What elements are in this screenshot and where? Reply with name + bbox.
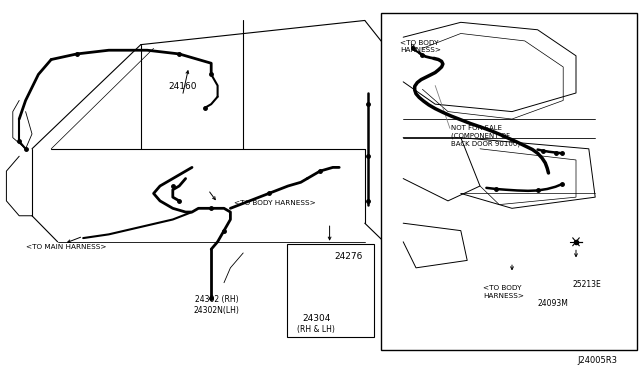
Text: (RH & LH): (RH & LH): [296, 325, 335, 334]
Text: <TO BODY HARNESS>: <TO BODY HARNESS>: [234, 200, 316, 206]
Text: NOT FOR SALE
(COMPONENT OF
BACK DOOR 90100): NOT FOR SALE (COMPONENT OF BACK DOOR 901…: [451, 125, 520, 147]
Text: 24276: 24276: [335, 252, 363, 261]
Text: 24304: 24304: [303, 314, 331, 323]
Bar: [287, 244, 374, 337]
Text: 24160: 24160: [168, 82, 196, 91]
Text: 24302N(LH): 24302N(LH): [194, 306, 240, 315]
Text: 25213E: 25213E: [573, 280, 602, 289]
Text: J24005R3: J24005R3: [578, 356, 618, 365]
Text: <TO BODY
HARNESS>: <TO BODY HARNESS>: [400, 40, 441, 53]
Text: <TO BODY
HARNESS>: <TO BODY HARNESS>: [483, 285, 524, 299]
Bar: [381, 13, 637, 350]
Text: 24302 (RH): 24302 (RH): [195, 295, 239, 304]
Text: <TO MAIN HARNESS>: <TO MAIN HARNESS>: [26, 244, 106, 250]
Text: 24093M: 24093M: [538, 299, 568, 308]
